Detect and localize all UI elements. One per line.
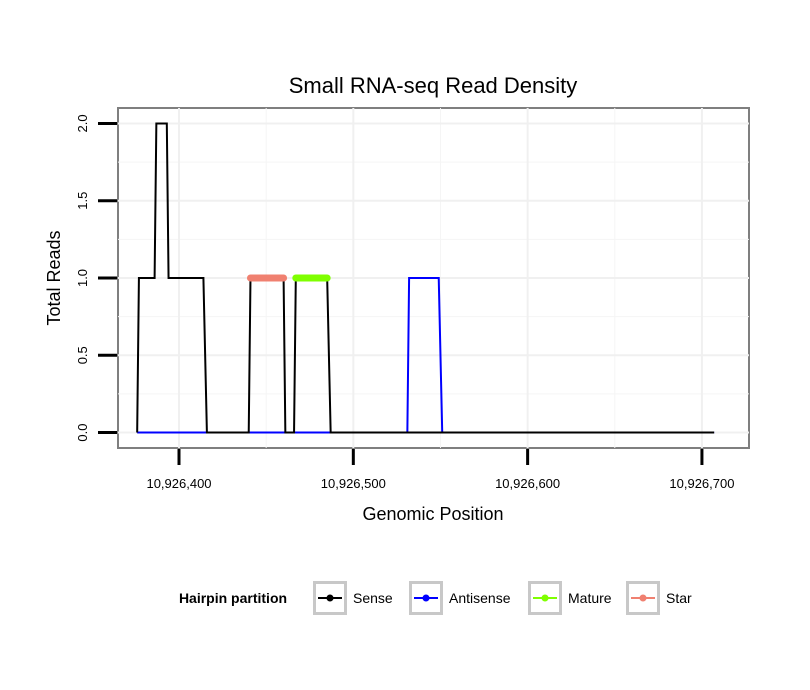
legend-title: Hairpin partition: [179, 590, 287, 606]
x-tick-label: 10,926,500: [321, 476, 386, 491]
legend-key-dot: [541, 594, 549, 602]
legend-label-sense: Sense: [353, 590, 393, 606]
x-axis: 10,926,400 10,926,500 10,926,600 10,926,700: [146, 449, 734, 491]
x-tick-label: 10,926,400: [146, 476, 211, 491]
legend: Hairpin partition Sense Antisense Mature St…: [179, 581, 692, 615]
y-tick-label: 2.0: [75, 114, 90, 132]
x-axis-title: Genomic Position: [362, 504, 503, 524]
x-tick-label: 10,926,700: [669, 476, 734, 491]
legend-label-antisense: Antisense: [449, 590, 511, 606]
y-tick-label: 1.5: [75, 192, 90, 210]
y-tick-label: 0.5: [75, 346, 90, 364]
series-layer: [136, 122, 715, 434]
legend-key-dot: [326, 594, 334, 602]
y-tick-label: 1.0: [75, 269, 90, 287]
legend-key-dot: [639, 594, 647, 602]
legend-label-star: Star: [666, 590, 692, 606]
legend-label-mature: Mature: [568, 590, 612, 606]
x-tick-label: 10,926,600: [495, 476, 560, 491]
chart-title: Small RNA-seq Read Density: [289, 73, 578, 98]
y-axis: 0.0 0.5 1.0 1.5 2.0: [75, 114, 117, 442]
legend-key-dot: [422, 594, 430, 602]
y-tick-label: 0.0: [75, 424, 90, 442]
y-axis-title: Total Reads: [44, 230, 64, 325]
